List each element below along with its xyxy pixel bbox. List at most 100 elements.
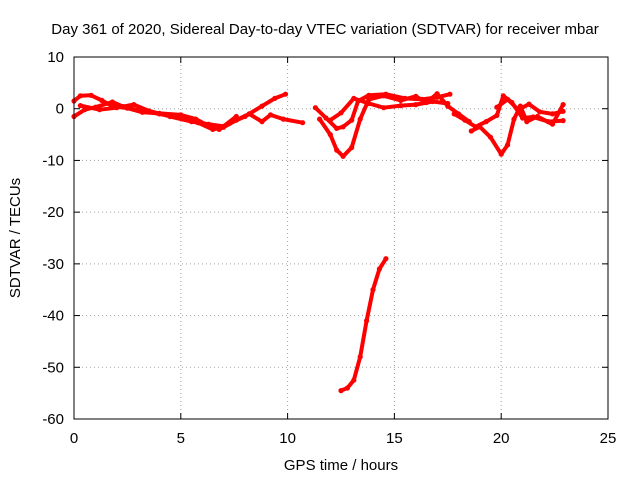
y-tick-label: 10 (47, 49, 64, 66)
data-point (366, 96, 372, 102)
data-point (537, 109, 543, 115)
x-tick-label: 5 (177, 430, 185, 447)
data-point (349, 144, 355, 151)
x-tick-label: 25 (600, 430, 617, 447)
data-point (317, 116, 323, 122)
data-point (246, 111, 252, 117)
data-point (413, 102, 419, 108)
data-point (338, 388, 344, 394)
data-point (97, 107, 103, 113)
data-point (430, 98, 436, 105)
data-point (511, 116, 517, 122)
data-point (282, 91, 289, 97)
data-point (483, 119, 489, 125)
data-point (210, 126, 216, 132)
data-point (366, 92, 372, 98)
series-pass-i (468, 102, 566, 157)
data-point (323, 115, 329, 121)
data-point (381, 93, 387, 99)
data-point (413, 93, 419, 99)
data-point (549, 111, 556, 117)
data-point (300, 120, 306, 126)
data-point (560, 118, 566, 124)
data-point (344, 385, 350, 391)
plot-frame (73, 56, 609, 420)
data-point (233, 113, 239, 120)
series-pass-c (77, 102, 239, 129)
data-point (88, 92, 94, 98)
data-point (534, 113, 541, 120)
series-line (78, 102, 239, 129)
x-axis-label: GPS time / hours (284, 457, 398, 474)
data-point (500, 93, 506, 99)
x-tick-label: 10 (279, 430, 296, 447)
data-point (77, 93, 83, 99)
y-axis-label: SDTVAR / TECUs (7, 178, 24, 298)
data-point (381, 105, 387, 111)
data-point (468, 128, 474, 134)
data-point (451, 111, 457, 117)
data-point (398, 103, 404, 109)
data-point (349, 117, 355, 123)
series-layer (71, 91, 566, 394)
y-tick-label: 0 (56, 101, 64, 118)
data-point (327, 132, 333, 138)
y-tick-label: -30 (42, 256, 64, 273)
data-point (447, 91, 453, 97)
y-tick-label: -40 (42, 308, 64, 325)
series-pass-f (327, 95, 451, 123)
data-point (376, 266, 382, 272)
data-point (477, 124, 483, 130)
data-point (327, 117, 333, 123)
data-point (340, 124, 346, 130)
data-point (398, 97, 404, 103)
data-point (560, 108, 566, 114)
data-point (505, 142, 511, 148)
data-point (505, 96, 511, 102)
series-pass-d (312, 91, 453, 131)
data-point (338, 110, 344, 116)
data-point (146, 108, 152, 114)
data-point (383, 256, 389, 262)
data-point (99, 97, 105, 103)
data-point (109, 99, 115, 105)
y-tick-label: -10 (42, 152, 64, 169)
data-point (351, 95, 357, 101)
x-tick-label: 0 (70, 430, 78, 447)
data-point (206, 121, 212, 127)
series-pass-j (494, 96, 566, 117)
data-point (549, 121, 556, 127)
chart-title: Day 361 of 2020, Sidereal Day-to-day VTE… (51, 21, 598, 38)
data-point (364, 318, 370, 324)
data-point (498, 151, 504, 157)
data-point (220, 123, 227, 129)
y-tick-label: -60 (42, 411, 64, 428)
data-point (77, 103, 83, 109)
data-point (494, 104, 500, 110)
data-point (259, 103, 265, 109)
data-point (188, 119, 195, 125)
data-point (445, 100, 451, 107)
data-point (357, 354, 363, 360)
data-point (131, 102, 137, 108)
data-point (312, 105, 318, 111)
data-point (366, 100, 372, 107)
data-point (334, 125, 340, 131)
tick-layer: 0 5 10 15 20 25 -60 -50 -40 -30 -20 -10 0 10 (42, 49, 616, 447)
data-point (526, 101, 532, 107)
data-point (351, 377, 357, 383)
data-point (370, 287, 376, 293)
data-point (167, 113, 173, 120)
data-point (267, 112, 274, 118)
data-point (340, 153, 346, 159)
data-point (334, 147, 340, 153)
series-pass-g (338, 256, 389, 394)
y-tick-label: -20 (42, 204, 64, 221)
x-tick-label: 15 (386, 430, 403, 447)
data-point (524, 119, 530, 125)
y-tick-label: -50 (42, 359, 64, 376)
data-point (494, 112, 500, 118)
data-point (487, 134, 494, 140)
